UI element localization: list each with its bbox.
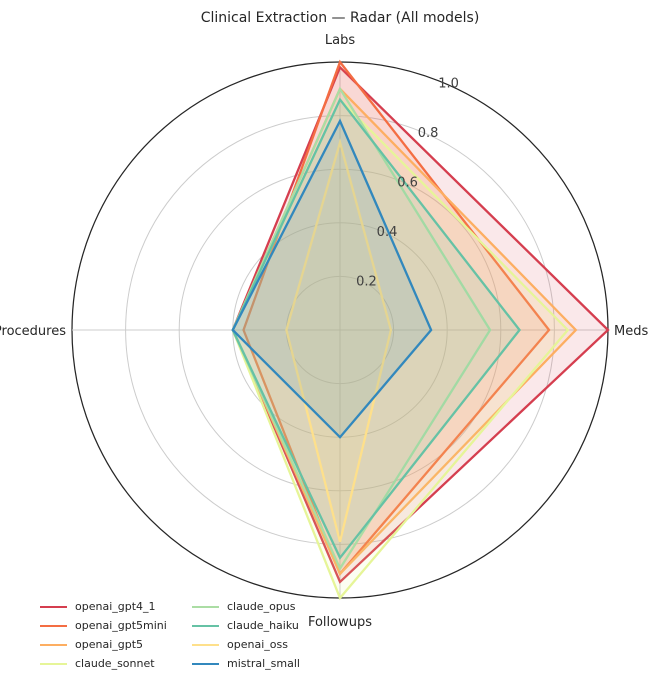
axis-label-procedures: Procedures bbox=[0, 324, 66, 339]
legend-swatch bbox=[192, 662, 219, 665]
series-line-openai_oss bbox=[285, 138, 393, 543]
series-line-claude_opus bbox=[231, 86, 492, 571]
legend-label: claude_sonnet bbox=[75, 657, 155, 670]
series-fill-claude_opus bbox=[232, 88, 491, 569]
axis-label-labs: Labs bbox=[325, 33, 355, 48]
series-fill-mistral_small bbox=[232, 120, 432, 438]
series-line-claude_haiku bbox=[231, 97, 522, 560]
legend-item: openai_gpt5mini bbox=[40, 616, 192, 635]
legend-swatch bbox=[192, 624, 219, 627]
legend-item: claude_sonnet bbox=[40, 654, 192, 673]
series-line-mistral_small bbox=[231, 118, 433, 439]
legend-item: claude_opus bbox=[192, 597, 342, 616]
axis-label-meds: Meds bbox=[614, 324, 648, 339]
legend-label: claude_opus bbox=[227, 600, 296, 613]
legend-swatch bbox=[192, 643, 219, 646]
series-fill-openai_gpt5mini bbox=[243, 62, 550, 574]
series-layer bbox=[231, 59, 610, 601]
legend-label: claude_haiku bbox=[227, 619, 299, 632]
radial-tick-label: 0.8 bbox=[418, 126, 439, 141]
legend-swatch bbox=[192, 605, 219, 608]
legend-swatch bbox=[40, 643, 67, 646]
radial-tick-label: 0.2 bbox=[356, 274, 377, 289]
chart-title: Clinical Extraction — Radar (All models) bbox=[201, 10, 480, 26]
legend-item: openai_oss bbox=[192, 635, 342, 654]
legend-item: openai_gpt4_1 bbox=[40, 597, 192, 616]
legend-swatch bbox=[40, 624, 67, 627]
legend-label: openai_oss bbox=[227, 638, 288, 651]
legend-swatch bbox=[40, 662, 67, 665]
series-fill-openai_gpt4_1 bbox=[232, 67, 609, 582]
radial-tick-label: 0.4 bbox=[377, 225, 398, 240]
radial-tick-label: 0.6 bbox=[397, 175, 418, 190]
label-layer: 0.2 0.4 0.6 0.8 1.0 Labs Meds Followups Procedur… bbox=[0, 33, 648, 630]
legend-swatch bbox=[40, 605, 67, 608]
legend-item: claude_haiku bbox=[192, 616, 342, 635]
legend-label: openai_gpt4_1 bbox=[75, 600, 156, 613]
legend-item: openai_gpt5 bbox=[40, 635, 192, 654]
legend-item: mistral_small bbox=[192, 654, 342, 673]
legend-label: openai_gpt5 bbox=[75, 638, 144, 651]
legend-label: mistral_small bbox=[227, 657, 300, 670]
series-line-openai_gpt4_1 bbox=[231, 65, 610, 584]
axis-label-followups: Followups bbox=[308, 615, 372, 630]
legend: openai_gpt4_1 openai_gpt5mini openai_gpt5 c… bbox=[40, 597, 342, 673]
legend-label: openai_gpt5mini bbox=[75, 619, 167, 632]
radial-tick-label: 1.0 bbox=[438, 76, 459, 91]
series-fill-claude_haiku bbox=[232, 99, 520, 558]
